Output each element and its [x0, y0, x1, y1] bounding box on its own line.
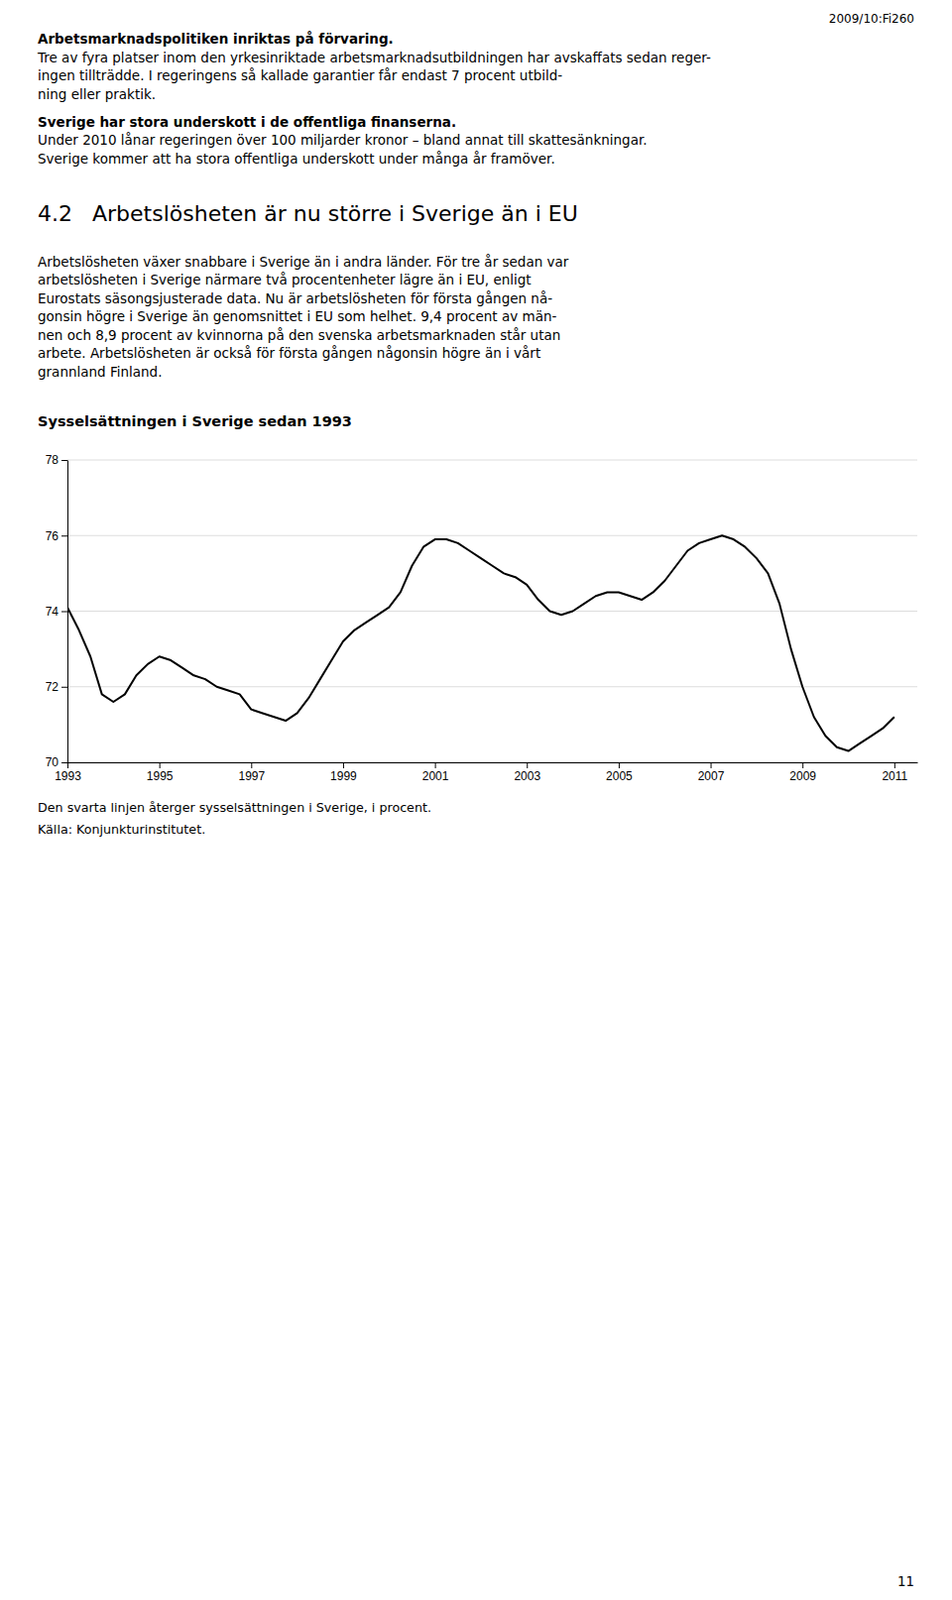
tick-label: 2007 — [698, 769, 725, 784]
tick-mark — [526, 762, 528, 769]
tick: 2001 — [422, 762, 450, 784]
page-number: 11 — [897, 1574, 915, 1590]
tick-label: 1995 — [146, 769, 174, 784]
tick-label: 74 — [45, 604, 60, 619]
grid-line — [67, 686, 918, 688]
axis-domain — [67, 461, 69, 764]
paragraph-line: Sverige kommer att ha stora offentliga u… — [37, 150, 556, 167]
tick: 2011 — [881, 762, 908, 784]
body-line: arbete. Arbetslösheten är också för förs… — [37, 345, 541, 361]
tick-mark — [159, 762, 161, 769]
paragraph-line: ning eller praktik. — [37, 86, 156, 103]
tick-label: 72 — [45, 680, 60, 695]
line — [67, 535, 895, 751]
section-title: Arbetslösheten är nu större i Sverige än… — [92, 201, 579, 227]
grid-line — [67, 762, 918, 764]
page-ref: 2009/10:Fi260 — [829, 11, 915, 26]
section-number: 4.2 — [37, 201, 73, 227]
tick: 70 — [45, 755, 68, 770]
body-line: arbetslösheten i Sverige närmare två pro… — [37, 271, 532, 288]
tick-label: 1999 — [330, 769, 357, 784]
body-line: Arbetslösheten växer snabbare i Sverige … — [37, 253, 570, 270]
marks — [67, 535, 895, 751]
tick-mark — [250, 762, 252, 769]
tick-mark — [894, 762, 896, 769]
grid-line — [67, 460, 918, 462]
axis-domain — [68, 762, 919, 764]
body-line: grannland Finland. — [37, 363, 162, 380]
tick: 78 — [45, 453, 68, 468]
tick-label: 76 — [45, 529, 60, 544]
x-axis: 1993 1995 1997 1999 2001 2003 2005 2007 2009 2011 — [54, 762, 918, 784]
tick-mark — [61, 687, 68, 689]
tick: 2003 — [513, 762, 541, 784]
tick-label: 70 — [45, 755, 60, 770]
tick-label: 2011 — [881, 769, 908, 784]
tick-label: 2003 — [513, 769, 541, 784]
tick: 1993 — [54, 762, 82, 784]
tick-mark — [61, 535, 68, 537]
tick-label: 2001 — [422, 769, 450, 784]
paragraph-lead: Sverige har stora underskott i de offent… — [37, 114, 457, 130]
tick-mark — [802, 762, 804, 769]
tick-mark — [618, 762, 620, 769]
paragraph-lead: Arbetsmarknadspolitiken inriktas på förv… — [37, 30, 394, 47]
tick-mark — [435, 762, 437, 769]
tick: 76 — [45, 529, 68, 544]
body-line: Eurostats säsongsjusterade data. Nu är a… — [37, 290, 553, 307]
tick: 1999 — [330, 762, 357, 784]
body-line: gonsin högre i Sverige än genomsnittet i… — [37, 308, 557, 325]
paragraph-line: Under 2010 lånar regeringen över 100 mil… — [37, 131, 648, 148]
tick-label: 78 — [45, 453, 60, 468]
grid-line — [67, 535, 918, 537]
chart-title: Sysselsättningen i Sverige sedan 1993 — [37, 413, 353, 430]
tick-mark — [67, 762, 69, 769]
tick: 1997 — [238, 762, 265, 784]
tick: 2009 — [789, 762, 817, 784]
tick-label: 1993 — [54, 769, 82, 784]
chart-caption: Den svarta linjen återger sysselsättning… — [37, 800, 432, 816]
tick-label: 2009 — [789, 769, 817, 784]
grid — [67, 460, 918, 763]
tick: 1995 — [146, 762, 174, 784]
tick-mark — [61, 611, 68, 613]
tick: 2005 — [605, 762, 633, 784]
tick-mark — [343, 762, 345, 769]
paragraph-line: Tre av fyra platser inom den yrkesinrikt… — [36, 49, 712, 66]
tick: 74 — [45, 604, 68, 619]
tick-mark — [61, 762, 68, 764]
y-axis: 70 72 74 76 78 — [45, 453, 69, 770]
tick: 2007 — [698, 762, 725, 784]
chart-source: Källa: Konjunkturinstitutet. — [37, 822, 206, 837]
tick-mark — [61, 460, 68, 462]
tick: 72 — [45, 680, 68, 695]
tick-mark — [711, 762, 713, 769]
page: 2009/10:Fi260 Arbetsmarknadspolitiken inr… — [0, 0, 952, 1600]
paragraph-line: ingen tillträdde. I regeringens så kalla… — [37, 67, 563, 84]
tick-label: 1997 — [238, 769, 265, 784]
grid-line — [67, 610, 918, 612]
chart: 1993 1995 1997 1999 2001 2003 2005 2007 2009 2011… — [45, 453, 919, 783]
tick-label: 2005 — [605, 769, 633, 784]
body-line: nen och 8,9 procent av kvinnorna på den … — [37, 327, 561, 344]
